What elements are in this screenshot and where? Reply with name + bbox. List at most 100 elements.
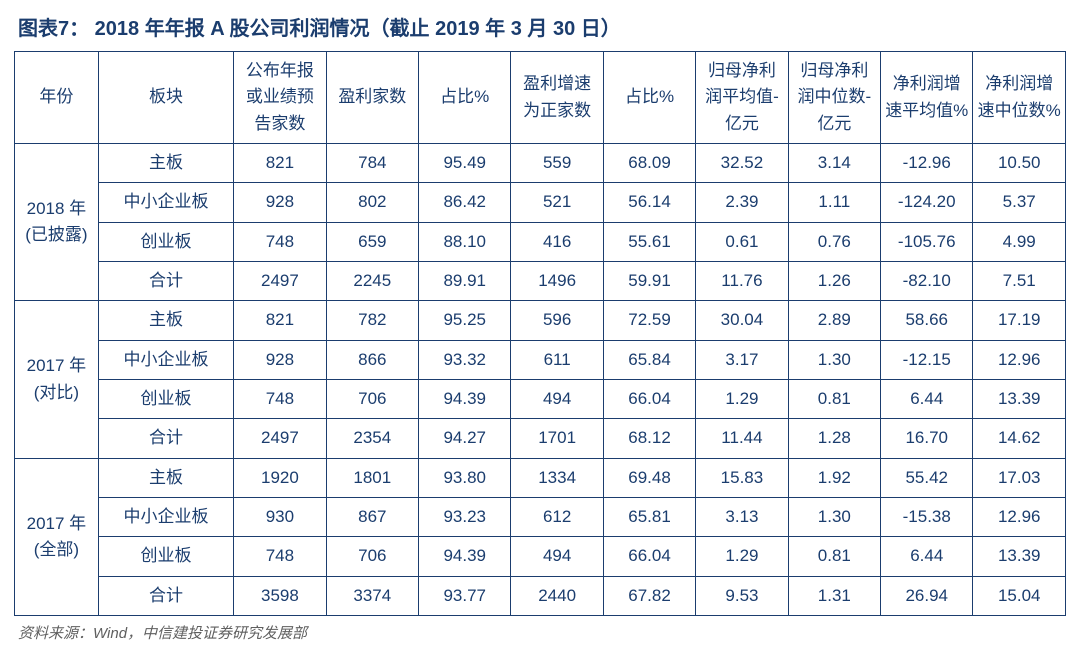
data-cell: 15.04 [973,576,1066,615]
data-cell: 1.30 [788,498,880,537]
data-cell: 1334 [511,458,603,497]
data-cell: 821 [234,301,326,340]
data-cell: 创业板 [98,380,233,419]
data-cell: 748 [234,222,326,261]
data-cell: 2.39 [696,183,788,222]
data-cell: 1920 [234,458,326,497]
data-cell: 3.14 [788,144,880,183]
data-cell: 1496 [511,262,603,301]
data-cell: 0.81 [788,380,880,419]
data-cell: 559 [511,144,603,183]
data-cell: 3598 [234,576,326,615]
header-avg-growth: 净利润增速平均值% [881,52,973,144]
data-cell: 596 [511,301,603,340]
table-title: 图表7： 2018 年年报 A 股公司利润情况（截止 2019 年 3 月 30… [14,12,1066,41]
data-cell: 494 [511,380,603,419]
data-cell: 3.13 [696,498,788,537]
data-cell: 2245 [326,262,418,301]
year-cell: 2018 年 (已披露) [15,144,99,301]
table-row: 中小企业板92880286.4252156.142.391.11-124.205… [15,183,1066,222]
data-cell: 93.23 [419,498,511,537]
data-cell: 65.81 [603,498,695,537]
table-row: 创业板74870694.3949466.041.290.816.4413.39 [15,380,1066,419]
data-cell: -124.20 [881,183,973,222]
data-cell: 706 [326,380,418,419]
data-cell: 9.53 [696,576,788,615]
data-cell: 2497 [234,419,326,458]
table-body: 2018 年 (已披露)主板82178495.4955968.0932.523.… [15,144,1066,616]
data-cell: 7.51 [973,262,1066,301]
data-cell: 494 [511,537,603,576]
data-cell: 93.80 [419,458,511,497]
data-cell: 12.96 [973,340,1066,379]
year-cell: 2017 年 (对比) [15,301,99,458]
data-cell: 866 [326,340,418,379]
header-avg-profit: 归母净利润平均值-亿元 [696,52,788,144]
data-cell: 748 [234,537,326,576]
data-cell: 58.66 [881,301,973,340]
data-cell: 930 [234,498,326,537]
data-cell: 706 [326,537,418,576]
data-cell: 55.42 [881,458,973,497]
data-cell: 1801 [326,458,418,497]
data-cell: 创业板 [98,222,233,261]
data-cell: 782 [326,301,418,340]
data-cell: 17.03 [973,458,1066,497]
data-cell: 13.39 [973,537,1066,576]
data-cell: 0.61 [696,222,788,261]
data-cell: 94.27 [419,419,511,458]
data-cell: 合计 [98,262,233,301]
header-growth-pos-count: 盈利增速为正家数 [511,52,603,144]
data-cell: 创业板 [98,537,233,576]
data-cell: -105.76 [881,222,973,261]
data-cell: 11.44 [696,419,788,458]
data-cell: 30.04 [696,301,788,340]
data-cell: -12.15 [881,340,973,379]
data-cell: 72.59 [603,301,695,340]
data-cell: 59.91 [603,262,695,301]
data-cell: 88.10 [419,222,511,261]
table-row: 合计3598337493.77244067.829.531.3126.9415.… [15,576,1066,615]
data-cell: 611 [511,340,603,379]
data-cell: 10.50 [973,144,1066,183]
table-row: 2017 年 (全部)主板1920180193.80133469.4815.83… [15,458,1066,497]
data-cell: 1.30 [788,340,880,379]
data-cell: 5.37 [973,183,1066,222]
data-cell: 1.92 [788,458,880,497]
data-cell: 95.25 [419,301,511,340]
data-cell: 659 [326,222,418,261]
data-cell: 主板 [98,458,233,497]
data-cell: -12.96 [881,144,973,183]
data-cell: 2354 [326,419,418,458]
header-profit-ratio: 占比% [419,52,511,144]
header-profit-count: 盈利家数 [326,52,418,144]
data-cell: 6.44 [881,537,973,576]
data-cell: 86.42 [419,183,511,222]
data-cell: 17.19 [973,301,1066,340]
data-cell: 93.32 [419,340,511,379]
header-median-profit: 归母净利润中位数-亿元 [788,52,880,144]
data-cell: 6.44 [881,380,973,419]
table-row: 合计2497235494.27170168.1211.441.2816.7014… [15,419,1066,458]
data-cell: 66.04 [603,380,695,419]
data-cell: 55.61 [603,222,695,261]
data-cell: 0.76 [788,222,880,261]
data-cell: 合计 [98,419,233,458]
data-cell: 748 [234,380,326,419]
header-year: 年份 [15,52,99,144]
data-cell: 15.83 [696,458,788,497]
table-row: 合计2497224589.91149659.9111.761.26-82.107… [15,262,1066,301]
data-cell: 2497 [234,262,326,301]
data-cell: 13.39 [973,380,1066,419]
data-cell: 65.84 [603,340,695,379]
data-cell: 94.39 [419,380,511,419]
data-cell: 1.29 [696,537,788,576]
data-cell: 66.04 [603,537,695,576]
table-row: 创业板74870694.3949466.041.290.816.4413.39 [15,537,1066,576]
data-cell: 1.28 [788,419,880,458]
data-cell: 26.94 [881,576,973,615]
data-cell: 中小企业板 [98,340,233,379]
data-cell: 416 [511,222,603,261]
data-cell: 1.31 [788,576,880,615]
data-cell: 612 [511,498,603,537]
